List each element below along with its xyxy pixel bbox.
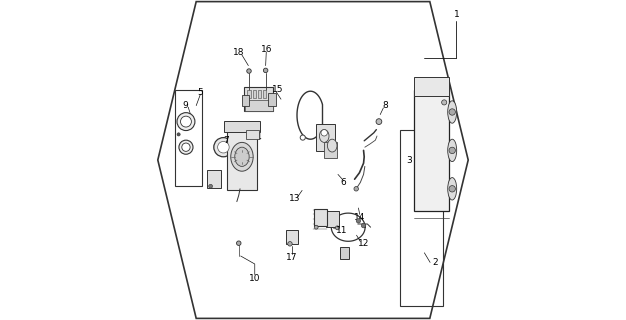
- Bar: [263, 90, 266, 99]
- Text: 17: 17: [286, 253, 297, 262]
- Bar: [224, 121, 260, 132]
- Circle shape: [288, 242, 292, 246]
- Text: 1: 1: [453, 10, 459, 19]
- Circle shape: [376, 119, 382, 124]
- Bar: [207, 171, 221, 188]
- Bar: [245, 100, 273, 111]
- Ellipse shape: [448, 101, 457, 123]
- Ellipse shape: [235, 147, 249, 166]
- Circle shape: [247, 69, 251, 73]
- Text: 3: 3: [406, 156, 412, 164]
- Ellipse shape: [319, 130, 329, 142]
- Text: 4: 4: [255, 133, 261, 142]
- Text: 9: 9: [183, 101, 188, 110]
- Bar: [247, 90, 250, 99]
- Text: 16: 16: [260, 45, 272, 54]
- Bar: [268, 93, 276, 106]
- Ellipse shape: [231, 142, 253, 171]
- Circle shape: [177, 133, 180, 136]
- Circle shape: [361, 223, 366, 228]
- Circle shape: [208, 184, 212, 188]
- Bar: [414, 90, 449, 211]
- Circle shape: [354, 187, 359, 191]
- Bar: [414, 77, 449, 96]
- Text: 2: 2: [432, 258, 438, 267]
- Bar: [400, 130, 443, 306]
- Bar: [227, 130, 257, 190]
- Bar: [324, 142, 337, 158]
- Circle shape: [300, 135, 305, 140]
- Text: 7: 7: [223, 136, 229, 145]
- Text: 5: 5: [197, 88, 203, 97]
- Circle shape: [336, 226, 339, 230]
- Ellipse shape: [448, 178, 457, 200]
- Bar: [326, 211, 339, 227]
- Circle shape: [180, 116, 192, 127]
- Text: 6: 6: [341, 178, 347, 187]
- Circle shape: [356, 219, 361, 223]
- Bar: [246, 130, 259, 139]
- Bar: [339, 247, 349, 259]
- Text: 11: 11: [336, 226, 347, 235]
- Text: 10: 10: [249, 274, 260, 283]
- Text: 12: 12: [358, 239, 369, 248]
- Text: 8: 8: [382, 101, 388, 110]
- Circle shape: [237, 241, 241, 245]
- Bar: [244, 87, 273, 111]
- Circle shape: [179, 140, 193, 154]
- Text: 15: 15: [272, 85, 284, 94]
- Ellipse shape: [448, 139, 457, 162]
- Bar: [258, 90, 261, 99]
- Bar: [175, 90, 202, 186]
- Circle shape: [214, 138, 233, 157]
- Bar: [252, 90, 255, 99]
- Text: 14: 14: [354, 213, 366, 222]
- Bar: [242, 95, 249, 106]
- Bar: [316, 124, 336, 151]
- Circle shape: [449, 109, 455, 115]
- Bar: [286, 230, 298, 244]
- Ellipse shape: [327, 139, 337, 152]
- Circle shape: [177, 113, 195, 131]
- Text: 13: 13: [289, 194, 301, 203]
- Bar: [314, 209, 327, 227]
- Circle shape: [264, 68, 268, 73]
- Circle shape: [321, 130, 327, 136]
- Polygon shape: [158, 2, 468, 318]
- Circle shape: [314, 225, 318, 229]
- Text: 18: 18: [233, 48, 245, 57]
- Circle shape: [218, 141, 229, 153]
- Circle shape: [441, 100, 447, 105]
- Circle shape: [182, 143, 190, 151]
- Circle shape: [449, 186, 455, 192]
- Circle shape: [449, 147, 455, 154]
